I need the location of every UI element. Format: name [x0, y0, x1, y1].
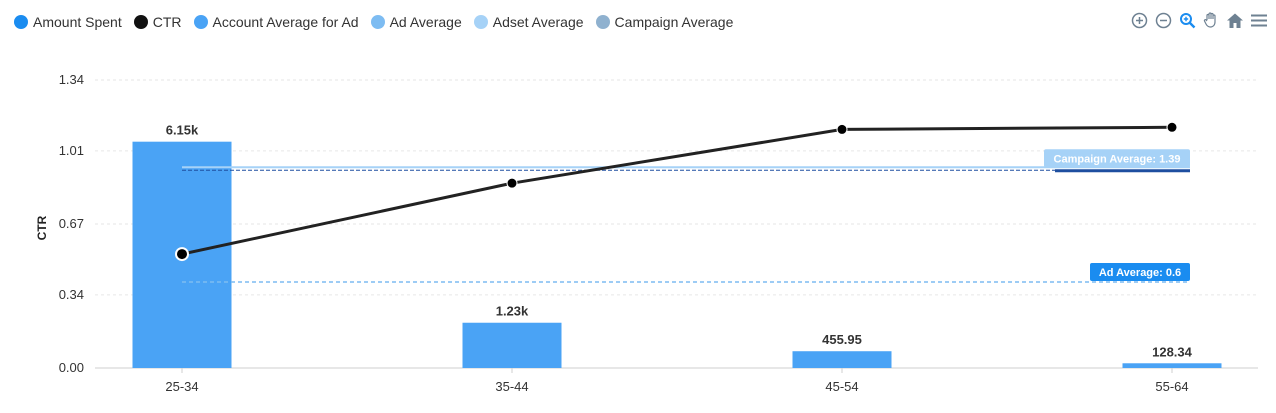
ctr-point [836, 123, 848, 135]
bar-data-label: 455.95 [822, 332, 862, 347]
legend-marker [193, 15, 208, 29]
chart-toolbar [1130, 10, 1268, 30]
legend-item-account-average-for-ad[interactable]: Account Average for Ad [193, 14, 359, 30]
legend-label: Ad Average [389, 14, 462, 30]
x-tick-label: 25-34 [165, 379, 198, 394]
bar-data-label: 6.15k [166, 123, 199, 138]
ctr-point [506, 177, 518, 189]
legend-marker [370, 15, 385, 29]
bar-amount-spent [1122, 363, 1222, 368]
y-tick-label: 0.67 [59, 216, 84, 231]
legend-item-ctr[interactable]: CTR [133, 14, 182, 30]
bar-amount-spent [462, 322, 562, 368]
legend-label: CTR [152, 14, 182, 30]
legend-item-campaign-average[interactable]: Campaign Average [595, 14, 734, 30]
legend-label: Amount Spent [33, 14, 122, 30]
y-tick-label: 0.34 [59, 287, 84, 302]
ctr-line [181, 125, 1173, 256]
annotation-tag [1044, 149, 1190, 168]
legend-marker [14, 15, 28, 29]
legend-marker [595, 15, 610, 29]
menu-icon[interactable] [1250, 10, 1268, 30]
x-tick-label: 35-44 [495, 379, 528, 394]
zoom-out-icon[interactable] [1154, 10, 1172, 30]
bar-data-label: 1.23k [496, 304, 529, 319]
legend-marker [473, 15, 488, 29]
legend-item-amount-spent[interactable]: Amount Spent [14, 14, 122, 30]
ctr-point [175, 247, 189, 262]
y-axis-label: CTR [35, 215, 49, 240]
y-tick-label: 1.01 [59, 143, 84, 158]
bar-amount-spent [792, 351, 892, 368]
pan-hand-icon[interactable] [1202, 10, 1220, 30]
x-tick-label: 55-64 [1155, 379, 1188, 394]
bar-data-label: 128.34 [1152, 344, 1193, 359]
legend-marker [133, 15, 148, 29]
chart-legend: Amount Spent CTR Account Average for Ad Ad … [14, 14, 745, 30]
legend-label: Campaign Average [614, 14, 734, 30]
annotation-label: Campaign Average: 1.39 [1054, 153, 1181, 165]
ctr-point [1166, 121, 1178, 133]
annotation-tag [1090, 263, 1190, 282]
zoom-selection-icon[interactable] [1178, 10, 1196, 30]
legend-label: Account Average for Ad [212, 14, 359, 30]
annotation-label: Ad Average: 0.6 [1099, 267, 1181, 279]
y-tick-label: 1.34 [59, 72, 84, 87]
legend-label: Adset Average [492, 14, 584, 30]
zoom-in-icon[interactable] [1130, 10, 1148, 30]
home-reset-icon[interactable] [1226, 10, 1244, 30]
x-tick-label: 45-54 [825, 379, 858, 394]
y-tick-label: 0.00 [59, 360, 84, 375]
legend-item-ad-average[interactable]: Ad Average [370, 14, 462, 30]
legend-item-adset-average[interactable]: Adset Average [473, 14, 584, 30]
